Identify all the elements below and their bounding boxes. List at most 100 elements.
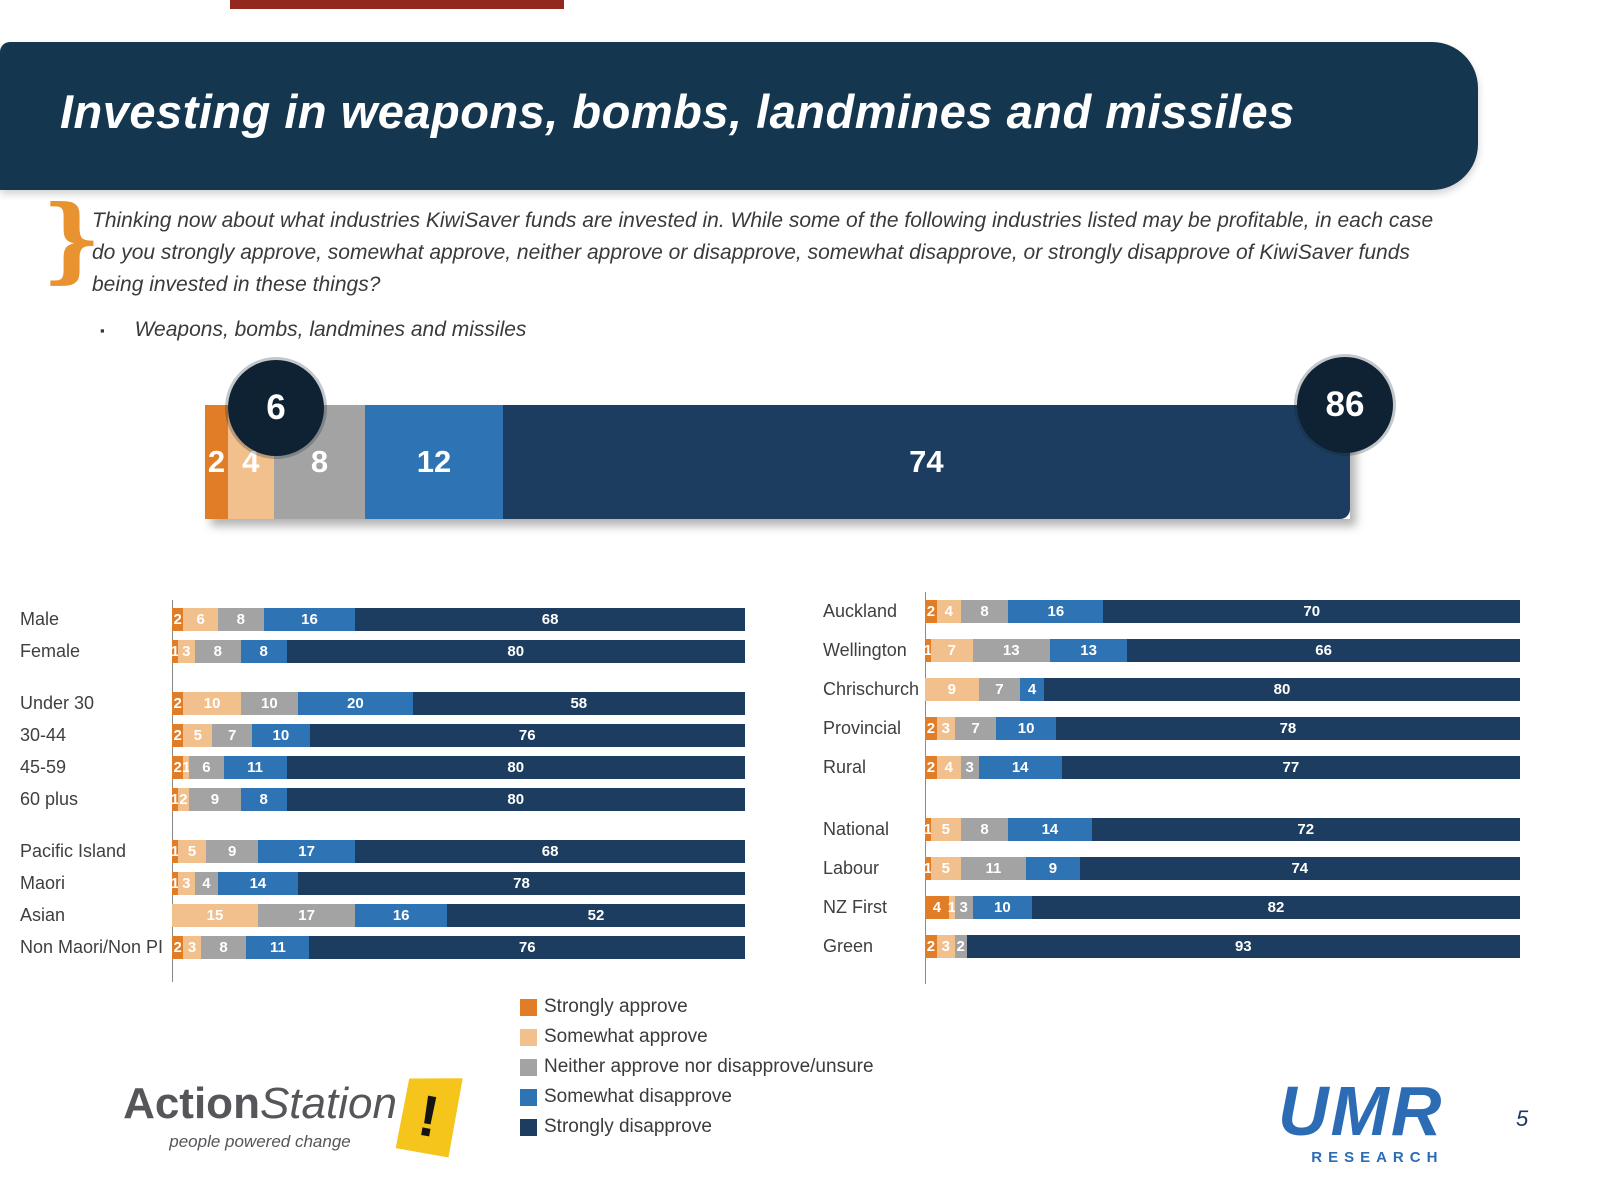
- bar-segment-neither-approve-nor-disapprove-unsure: 9: [189, 788, 241, 811]
- chart-row-auckland: Auckland 2 4 8 16 70: [823, 600, 1520, 623]
- row-label: NZ First: [823, 897, 887, 917]
- bullet-marker-icon: ▪: [100, 323, 105, 338]
- bar-segment-somewhat-approve: 15: [172, 904, 258, 927]
- bar-segment-somewhat-approve: 5: [930, 818, 961, 841]
- legend-swatch-icon: [520, 1088, 537, 1106]
- row-label: Asian: [20, 905, 66, 925]
- bar-segment-somewhat-approve: 4: [936, 600, 961, 623]
- chart-row-labour: Labour 1 5 11 9 74: [823, 857, 1520, 880]
- bar-segment-somewhat-disapprove: 14: [1008, 818, 1092, 841]
- bar-segment-neither-approve-nor-disapprove-unsure: 4: [194, 872, 218, 895]
- actionstation-logo: ActionStation people powered change: [115, 1082, 405, 1152]
- bar-segment-somewhat-disapprove: 14: [217, 872, 299, 895]
- bar-segment-neither-approve-nor-disapprove-unsure: 8: [960, 818, 1009, 841]
- bar-segment-neither-approve-nor-disapprove-unsure: 8: [960, 600, 1009, 623]
- chart-row-under-30: Under 30 2 10 10 20 58: [20, 692, 745, 715]
- chart-row-30-44: 30-44 2 5 7 10 76: [20, 724, 745, 747]
- chart-row-provincial: Provincial 2 3 7 10 78: [823, 717, 1520, 740]
- bar-segment-strongly-disapprove: 80: [286, 640, 745, 663]
- bar-segment-strongly-disapprove: 52: [447, 904, 745, 927]
- regions-axis-line: [925, 592, 926, 984]
- bar-segment-somewhat-approve: 9: [925, 678, 979, 701]
- bar-segment-somewhat-disapprove: 16: [355, 904, 448, 927]
- bar-segment-strongly-approve: 1: [924, 639, 932, 662]
- row-label: 30-44: [20, 725, 67, 745]
- legend-label: Neither approve nor disapprove/unsure: [544, 1056, 874, 1077]
- bar-segment-somewhat-disapprove: 11: [223, 756, 287, 779]
- umr-logo: UMR RESEARCH: [1278, 1076, 1444, 1166]
- bar-segment-somewhat-disapprove: 10: [972, 896, 1033, 919]
- bar-segment-neither-approve-nor-disapprove-unsure: 9: [206, 840, 258, 863]
- bar-segment-somewhat-disapprove: 4: [1020, 678, 1044, 701]
- bar-segment-strongly-disapprove: 93: [966, 935, 1520, 958]
- stacked-bar: 15 17 16 52: [172, 904, 745, 927]
- bar-segment-strongly-approve: 2: [205, 405, 228, 519]
- approve-total-callout: 6: [228, 360, 324, 456]
- row-label: 45-59: [20, 757, 67, 777]
- chart-row-national: National 1 5 8 14 72: [823, 818, 1520, 841]
- bar-segment-somewhat-approve: 5: [177, 840, 207, 863]
- bar-segment-somewhat-approve: 3: [936, 935, 955, 958]
- bar-segment-somewhat-approve: 6: [183, 608, 218, 631]
- row-label: Non Maori/Non PI: [20, 937, 164, 957]
- row-label: Provincial: [823, 718, 902, 738]
- stacked-bar: 4 1 3 10 82: [925, 896, 1520, 919]
- bar-segment-somewhat-approve: 7: [930, 639, 973, 662]
- row-label: Female: [20, 641, 81, 661]
- bar-segment-strongly-approve: 1: [924, 857, 932, 880]
- bar-segment-strongly-approve: 1: [171, 788, 179, 811]
- bar-segment-strongly-disapprove: 78: [1055, 717, 1520, 740]
- bar-segment-neither-approve-nor-disapprove-unsure: 7: [212, 724, 253, 747]
- bar-segment-strongly-approve: 2: [925, 717, 937, 740]
- row-label: Under 30: [20, 693, 95, 713]
- chart-row-45-59: 45-59 2 1 6 11 80: [20, 756, 745, 779]
- bar-segment-neither-approve-nor-disapprove-unsure: 7: [978, 678, 1021, 701]
- chart-row-rural: Rural 2 4 3 14 77: [823, 756, 1520, 779]
- actionstation-tagline: people powered change: [169, 1132, 351, 1151]
- bar-segment-somewhat-disapprove: 20: [298, 692, 413, 715]
- chart-row-female: Female 1 3 8 8 80: [20, 640, 745, 663]
- bar-segment-neither-approve-nor-disapprove-unsure: 8: [217, 608, 264, 631]
- stacked-bar: 2 4 8 16 70: [925, 600, 1520, 623]
- bar-segment-somewhat-approve: 1: [182, 756, 190, 779]
- legend-item-somewhat-approve: Somewhat approve: [520, 1026, 874, 1048]
- bar-segment-strongly-approve: 2: [172, 724, 184, 747]
- bar-segment-strongly-disapprove: 78: [298, 872, 745, 895]
- stacked-bar: 2 3 8 11 76: [172, 936, 745, 959]
- bullet-text: Weapons, bombs, landmines and missiles: [134, 318, 527, 341]
- actionstation-word-station: Station: [259, 1079, 397, 1128]
- bar-segment-somewhat-disapprove: 12: [365, 405, 503, 519]
- stacked-bar: 2 3 2 93: [925, 935, 1520, 958]
- bar-segment-strongly-approve: 1: [171, 840, 179, 863]
- stacked-bar: 2 6 8 16 68: [172, 608, 745, 631]
- bar-segment-somewhat-approve: 1: [948, 896, 956, 919]
- bar-segment-somewhat-disapprove: 8: [240, 640, 287, 663]
- row-label: Wellington: [823, 640, 907, 660]
- page-number: 5: [1516, 1106, 1529, 1131]
- bar-segment-neither-approve-nor-disapprove-unsure: 11: [960, 857, 1027, 880]
- row-label: Chrischurch: [823, 679, 920, 699]
- legend-label: Somewhat approve: [544, 1026, 708, 1047]
- legend-label: Strongly disapprove: [544, 1116, 712, 1137]
- stacked-bar: 1 5 8 14 72: [924, 818, 1520, 841]
- actionstation-wordmark: ActionStation: [115, 1082, 405, 1126]
- bar-segment-strongly-approve: 2: [172, 692, 184, 715]
- chart-row-maori: Maori 1 3 4 14 78: [20, 872, 745, 895]
- bar-segment-strongly-disapprove: 72: [1091, 818, 1520, 841]
- stacked-bar: 1 3 4 14 78: [171, 872, 745, 895]
- bar-segment-somewhat-approve: 5: [183, 724, 213, 747]
- bar-segment-somewhat-approve: 5: [930, 857, 961, 880]
- umr-research-label: RESEARCH: [1311, 1148, 1444, 1166]
- bar-segment-somewhat-disapprove: 16: [263, 608, 356, 631]
- legend-label: Somewhat disapprove: [544, 1086, 732, 1107]
- legend-item-strongly-disapprove: Strongly disapprove: [520, 1116, 874, 1138]
- legend-label: Strongly approve: [544, 996, 688, 1017]
- row-label: Male: [20, 609, 60, 629]
- bar-segment-somewhat-approve: 2: [177, 788, 190, 811]
- exclamation-glyph: !: [413, 1082, 445, 1150]
- chart-row-pacific-island: Pacific Island 1 5 9 17 68: [20, 840, 745, 863]
- bar-segment-strongly-approve: 1: [171, 640, 179, 663]
- stacked-bar: 2 1 6 11 80: [172, 756, 745, 779]
- bar-segment-strongly-approve: 2: [172, 936, 184, 959]
- bar-segment-neither-approve-nor-disapprove-unsure: 8: [194, 640, 241, 663]
